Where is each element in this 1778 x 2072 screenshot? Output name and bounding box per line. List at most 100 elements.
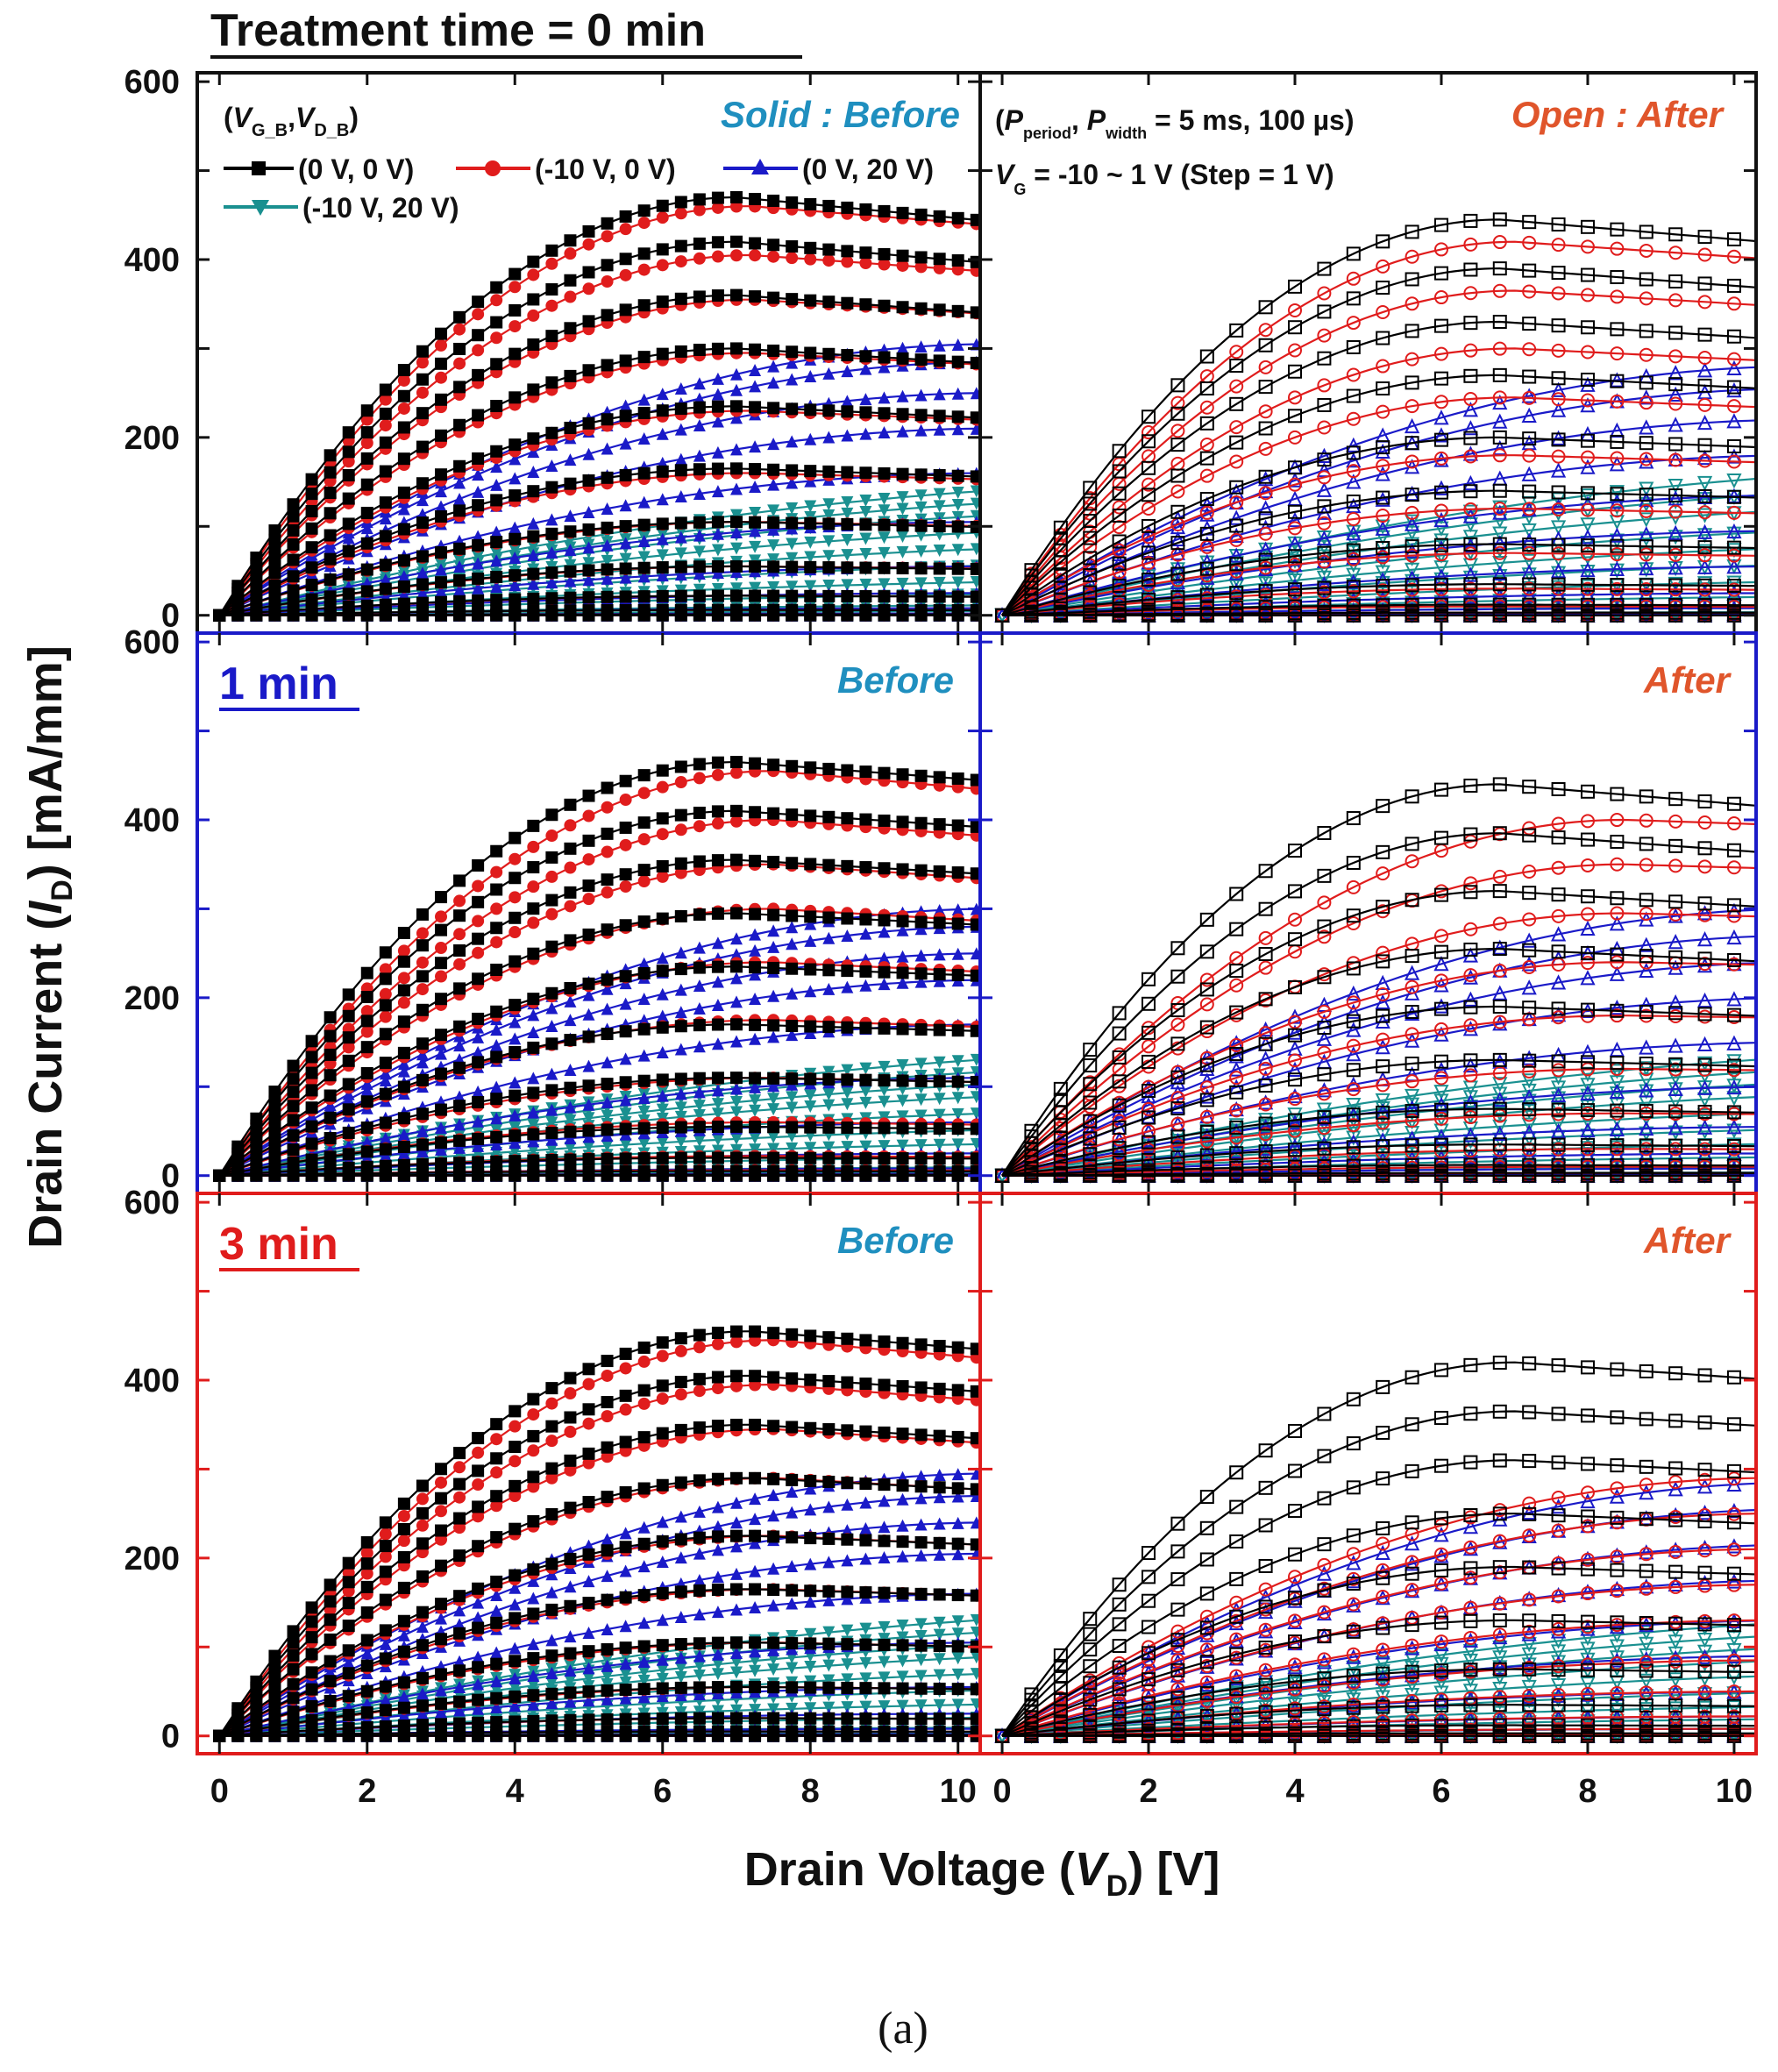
- marker-0min-after-0-vg1: [1376, 234, 1390, 249]
- marker-0min-after-1-vg-1: [1405, 352, 1419, 367]
- marker-0min-after-0-vg-3: [1170, 504, 1185, 519]
- marker-0min-before-0-vg-7: [435, 595, 448, 609]
- marker-0min-after-1-vg0: [1610, 289, 1625, 304]
- marker-0min-before-1-vg0: [729, 249, 743, 262]
- marker-0min-before-0-vg0: [601, 259, 614, 272]
- marker-0min-after-0-vg-1: [1726, 329, 1741, 344]
- marker-0min-before-0-vg-1: [472, 368, 485, 381]
- marker-0min-after-2-vg-3: [1346, 525, 1362, 541]
- marker-0min-after-0-vg-3: [1697, 438, 1712, 452]
- marker-0min-after-1-vg-3: [1697, 453, 1712, 468]
- marker-0min-before-2-vg-1: [878, 391, 891, 404]
- marker-0min-after-2-vg-1: [1639, 419, 1654, 435]
- marker-0min-after-0-vg-4: [1376, 490, 1390, 505]
- marker-0min-before-3-vg1: [896, 491, 909, 504]
- marker-0min-before-2-vg-1: [951, 387, 964, 400]
- marker-1min-before-2-vg-4: [693, 1086, 706, 1099]
- marker-0min-before-0-vg0: [729, 235, 743, 248]
- marker-0min-before-0-vg0: [287, 509, 300, 523]
- marker-0min-before-0-vg-6: [564, 565, 577, 578]
- marker-1min-before-2-vg1: [767, 924, 780, 937]
- marker-0min-after-1-vg-5: [1258, 560, 1273, 575]
- marker-1min-before-1-vg0: [360, 1005, 373, 1018]
- marker-0min-after-1-vg-2: [1726, 399, 1741, 414]
- marker-0min-before-0-vg-4: [786, 464, 799, 477]
- marker-0min-before-2-vg-4: [509, 552, 522, 565]
- marker-0min-before-2-vg0: [841, 365, 854, 378]
- marker-1min-before-3-vg-3: [896, 1110, 909, 1123]
- marker-0min-before-2-vg1: [619, 399, 632, 412]
- marker-1min-before-3-vg1: [878, 1060, 891, 1073]
- chart-title: Treatment time = 0 min: [210, 5, 706, 56]
- marker-1min-before-1-vg0: [453, 928, 466, 941]
- marker-0min-before-0-vg1: [693, 193, 706, 206]
- marker-0min-after-2-vg-4: [1462, 537, 1479, 553]
- marker-1min-before-3-vg1: [951, 1055, 964, 1068]
- marker-0min-after-1-vg-4: [1433, 503, 1448, 518]
- marker-0min-before-0-vg-3: [490, 445, 503, 458]
- marker-0min-after-2-vg-5: [1639, 559, 1654, 576]
- marker-0min-after-0-vg0: [1229, 359, 1244, 374]
- marker-0min-after-0-vg1: [1083, 481, 1098, 495]
- marker-0min-before-0-vg-3: [601, 413, 614, 426]
- marker-0min-before-0-vg0: [822, 243, 836, 256]
- marker-0min-after-2-vg-5: [1346, 573, 1362, 589]
- marker-0min-before-2-vg-1: [674, 423, 687, 436]
- marker-1min-before-3-vg-1: [656, 1103, 669, 1116]
- marker-0min-after-0-vg-1: [1258, 380, 1273, 395]
- marker-0min-after-0-vg-6: [1668, 578, 1683, 593]
- marker-0min-before-2-vg0: [324, 542, 337, 555]
- x-axis-title: Drain Voltage (VD) [V]: [744, 1843, 1220, 1903]
- marker-0min-before-2-vg-1: [841, 395, 854, 408]
- marker-0min-after-1-vg-1: [1317, 378, 1332, 393]
- marker-0min-before-0-vg0: [878, 247, 891, 260]
- marker-0min-after-3-vg1: [1726, 473, 1742, 489]
- marker-0min-after-0-vg-3: [1726, 439, 1741, 453]
- curve-0min-after-0-vg1: [1001, 218, 1756, 616]
- marker-0min-before-0-vg0: [767, 239, 780, 252]
- marker-1min-before-3-vg-2: [896, 1094, 909, 1107]
- marker-0min-before-2-vg-5: [472, 581, 485, 595]
- marker-1min-before-3-vg-4: [601, 1139, 614, 1152]
- marker-1min-before-2-vg-2: [786, 986, 799, 1000]
- marker-0min-before-0-vg-3: [379, 496, 392, 509]
- marker-0min-before-0-vg-1: [305, 504, 318, 517]
- marker-0min-after-1-vg0: [1229, 379, 1244, 394]
- marker-0min-after-0-vg-7: [1639, 597, 1654, 612]
- marker-0min-after-1-vg-2: [1346, 411, 1361, 426]
- marker-0min-before-0-vg-2: [416, 440, 429, 453]
- marker-0min-before-0-vg-2: [804, 346, 817, 360]
- marker-1min-before-2-vg0: [435, 1047, 448, 1060]
- marker-0min-after-2-vg-4: [1492, 535, 1508, 551]
- marker-0min-after-1-vg-2: [1522, 390, 1537, 405]
- marker-1min-before-2-vg-4: [749, 1080, 762, 1093]
- marker-0min-before-2-vg-1: [490, 478, 503, 491]
- marker-1min-before-3-vg-1: [767, 1093, 780, 1106]
- marker-1min-before-2-vg-1: [951, 947, 964, 960]
- marker-0min-before-0-vg-2: [527, 383, 540, 396]
- marker-0min-after-3-vg-4: [1433, 572, 1449, 587]
- marker-1min-before-2-vg-1: [619, 997, 632, 1010]
- panel-curves-0min-before: [213, 191, 980, 622]
- marker-0min-before-0-vg-6: [711, 559, 724, 573]
- marker-0min-after-0-vg1: [1112, 444, 1127, 459]
- marker-0min-after-0-vg-3: [1141, 518, 1156, 533]
- marker-0min-before-0-vg-5: [637, 518, 651, 531]
- marker-0min-after-1-vg-4: [1668, 504, 1683, 519]
- marker-0min-before-2-vg1: [933, 338, 946, 352]
- marker-1min-before-2-vg1: [416, 1048, 429, 1061]
- marker-0min-before-3-vg-3: [859, 547, 872, 560]
- curve-0min-after-0-vg-5: [1001, 543, 1756, 616]
- marker-0min-before-0-vg1: [933, 210, 946, 223]
- marker-1min-before-1-vg-1: [619, 879, 632, 893]
- marker-0min-after-2-vg-2: [1580, 459, 1596, 474]
- marker-0min-after-2-vg-7: [1287, 602, 1303, 618]
- marker-0min-after-0-vg-2: [1053, 555, 1068, 570]
- marker-0min-before-2-vg-4: [729, 526, 743, 539]
- marker-0min-before-0-vg-1: [933, 303, 946, 317]
- marker-0min-after-1-vg-4: [1405, 505, 1419, 520]
- marker-0min-after-0-vg-10: [1376, 608, 1390, 623]
- marker-0min-after-2-vg-5: [1609, 560, 1625, 577]
- marker-0min-after-2-vg-2: [1433, 480, 1449, 495]
